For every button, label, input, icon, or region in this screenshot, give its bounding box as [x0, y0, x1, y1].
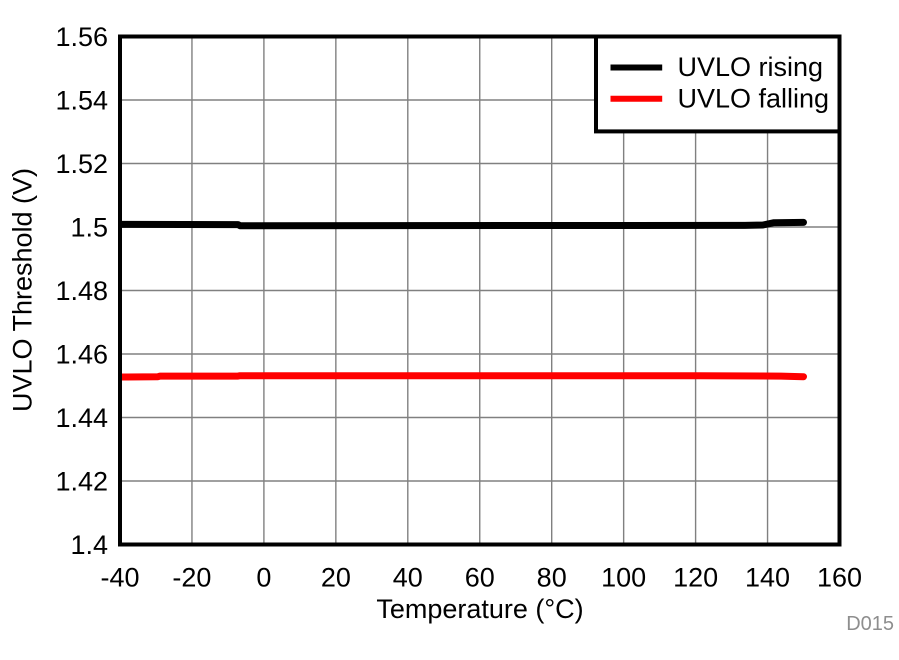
svg-text:Temperature (°C): Temperature (°C) — [376, 594, 583, 624]
svg-text:D015: D015 — [846, 613, 894, 635]
svg-text:1.54: 1.54 — [55, 86, 108, 116]
svg-text:1.52: 1.52 — [55, 149, 108, 179]
svg-text:UVLO Threshold (V): UVLO Threshold (V) — [8, 168, 38, 412]
svg-text:20: 20 — [321, 563, 351, 593]
svg-text:1.5: 1.5 — [70, 213, 108, 243]
svg-text:1.46: 1.46 — [55, 340, 108, 370]
svg-text:1.48: 1.48 — [55, 276, 108, 306]
svg-text:0: 0 — [256, 563, 271, 593]
svg-text:60: 60 — [465, 563, 495, 593]
svg-text:UVLO rising: UVLO rising — [678, 52, 824, 82]
svg-text:1.56: 1.56 — [55, 22, 108, 52]
svg-text:1.42: 1.42 — [55, 467, 108, 497]
svg-text:-40: -40 — [100, 563, 139, 593]
svg-text:UVLO falling: UVLO falling — [678, 83, 830, 113]
svg-text:100: 100 — [601, 563, 646, 593]
svg-text:80: 80 — [537, 563, 567, 593]
svg-text:1.44: 1.44 — [55, 403, 108, 433]
svg-text:-20: -20 — [172, 563, 211, 593]
svg-text:160: 160 — [817, 563, 862, 593]
svg-text:140: 140 — [745, 563, 790, 593]
svg-text:120: 120 — [673, 563, 718, 593]
svg-text:1.4: 1.4 — [70, 530, 108, 560]
svg-text:40: 40 — [393, 563, 423, 593]
